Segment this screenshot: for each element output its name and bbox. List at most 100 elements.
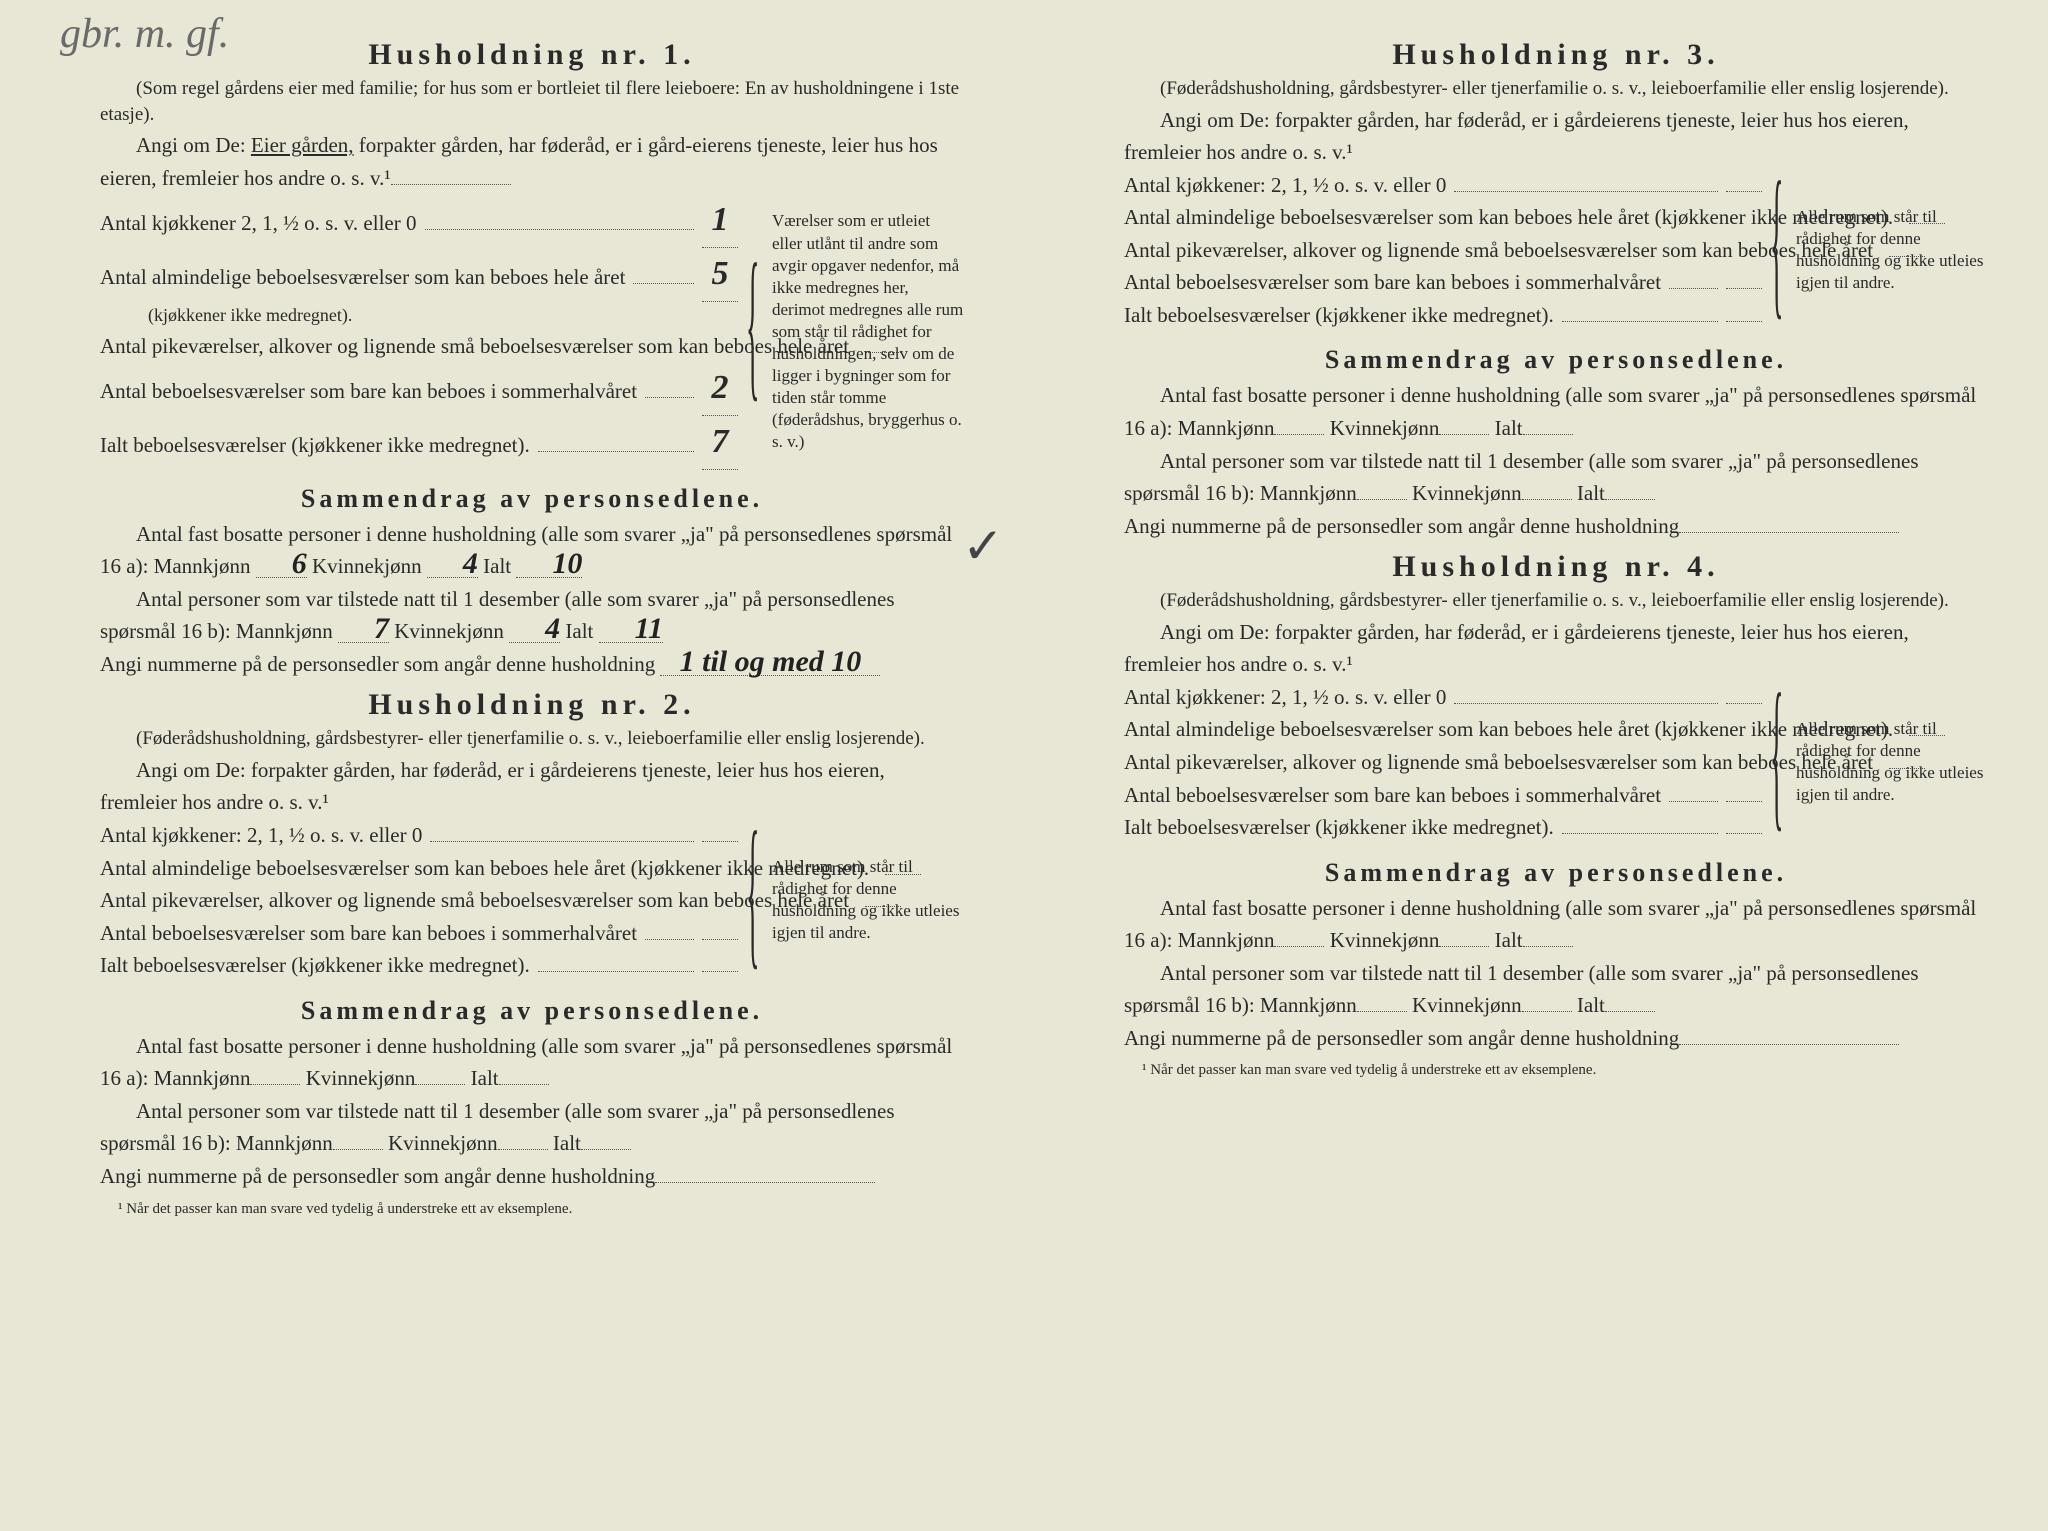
angi-prefix: Angi om De: [136,133,246,157]
ialt-label: Ialt [471,1066,499,1090]
h3-p3-text: Angi nummerne på de personsedler som ang… [1124,514,1679,538]
ialt-label: Ialt [1577,993,1605,1017]
h1-angi: Angi om De: Eier gården, forpakter gårde… [100,129,964,194]
h1-r4-label: Antal beboelsesværelser som bare kan beb… [100,375,637,408]
h2-note: (Føderådshusholdning, gårdsbestyrer- ell… [100,726,964,752]
ialt-label: Ialt [1495,928,1523,952]
kv-label: Kvinnekjønn [312,554,422,578]
h4-p2: Antal personer som var tilstede natt til… [1124,957,1988,1022]
h3-rooms-block: Antal kjøkkener: 2, 1, ½ o. s. v. eller … [1124,169,1988,332]
kv-label: Kvinnekjønn [306,1066,416,1090]
ialt-label: Ialt [1577,481,1605,505]
h2-rooms-block: Antal kjøkkener: 2, 1, ½ o. s. v. eller … [100,819,964,982]
h4-r4-value [1726,801,1762,802]
h4-rooms-block: Antal kjøkkener: 2, 1, ½ o. s. v. eller … [1124,681,1988,844]
h3-r4-value [1726,288,1762,289]
h2-sidenote: Alle rum som står til rådighet for denne… [754,819,964,982]
h2-r3-label: Antal pikeværelser, alkover og lignende … [100,884,849,917]
h4-p3: Angi nummerne på de personsedler som ang… [1124,1022,1988,1055]
check-mark: ✓ [926,508,1004,586]
h4-p1: Antal fast bosatte personer i denne hush… [1124,892,1988,957]
kv-label: Kvinnekjønn [394,619,504,643]
h1-p3: Angi nummerne på de personsedler som ang… [100,648,964,681]
h1-r5-label: Ialt beboelsesværelser (kjøkkener ikke m… [100,429,530,462]
h3-p1: Antal fast bosatte personer i denne hush… [1124,379,1988,444]
h2-sum-title: Sammendrag av personsedlene. [100,996,964,1026]
h4-r1-label: Antal kjøkkener: 2, 1, ½ o. s. v. eller … [1124,681,1446,714]
kv-label: Kvinnekjønn [388,1131,498,1155]
h2-p3-text: Angi nummerne på de personsedler som ang… [100,1164,655,1188]
h2-p3: Angi nummerne på de personsedler som ang… [100,1160,964,1193]
h3-r1-label: Antal kjøkkener: 2, 1, ½ o. s. v. eller … [1124,169,1446,202]
h3-sum-title: Sammendrag av personsedlene. [1124,345,1988,375]
h4-p3-text: Angi nummerne på de personsedler som ang… [1124,1026,1679,1050]
h2-r4-label: Antal beboelsesværelser som bare kan beb… [100,917,637,950]
h3-r1-value [1726,191,1762,192]
h1-title: Husholdning nr. 1. [100,38,964,72]
h1-p2: Antal personer som var tilstede natt til… [100,583,964,648]
h2-angi: Angi om De: forpakter gården, har føderå… [100,754,964,819]
h2-p1: Antal fast bosatte personer i denne hush… [100,1030,964,1095]
h3-r3-label: Antal pikeværelser, alkover og lignende … [1124,234,1873,267]
h3-angi: Angi om De: forpakter gården, har føderå… [1124,104,1988,169]
h3-p3: Angi nummerne på de personsedler som ang… [1124,510,1988,543]
h4-angi: Angi om De: forpakter gården, har føderå… [1124,616,1988,681]
h2-r5-value [702,971,738,972]
h4-r1-value [1726,703,1762,704]
h4-r4-label: Antal beboelsesværelser som bare kan beb… [1124,779,1661,812]
h1-r1-value: 1 [702,194,738,248]
h1-r1-label: Antal kjøkkener 2, 1, ½ o. s. v. eller 0 [100,207,417,240]
h2-r1-value [702,841,738,842]
h1-sum-title: Sammendrag av personsedlene. [100,484,964,514]
h4-r5-label: Ialt beboelsesværelser (kjøkkener ikke m… [1124,811,1554,844]
handwritten-annotation: gbr. m. gf. [60,10,229,58]
kv-label: Kvinnekjønn [1412,993,1522,1017]
h1-p1: Antal fast bosatte personer i denne hush… [100,518,964,583]
h1-p2-m: 7 [338,615,389,643]
ialt-label: Ialt [1495,416,1523,440]
h1-rooms-block: Antal kjøkkener 2, 1, ½ o. s. v. eller 0… [100,194,964,469]
h4-sum-title: Sammendrag av personsedlene. [1124,858,1988,888]
h4-sidenote: Alle rum som står til rådighet for denne… [1778,681,1988,844]
h4-r3-label: Antal pikeværelser, alkover og lignende … [1124,746,1873,779]
footnote-left: ¹ Når det passer kan man svare ved tydel… [100,1201,964,1218]
h1-r3-label: Antal pikeværelser, alkover og lignende … [100,330,849,363]
h3-p1-text: Antal fast bosatte personer i denne hush… [1124,383,1976,440]
h1-p1-i: 10 [516,550,582,578]
ialt-label: Ialt [553,1131,581,1155]
h1-p2-i: 11 [599,615,663,643]
h1-p1-k: 4 [427,550,478,578]
h1-r2-note: (kjøkkener ikke medregnet). [100,302,738,330]
h1-r5-value: 7 [702,416,738,470]
h1-p1-m: 6 [256,550,307,578]
h4-title: Husholdning nr. 4. [1124,550,1988,584]
ialt-label: Ialt [483,554,511,578]
kv-label: Kvinnekjønn [1330,928,1440,952]
h1-r2-label: Antal almindelige beboelsesværelser som … [100,261,625,294]
h4-note: (Føderådshusholdning, gårdsbestyrer- ell… [1124,588,1988,614]
h1-p3-value: 1 til og med 10 [660,648,880,676]
left-page: gbr. m. gf. Husholdning nr. 1. (Som rege… [0,0,1024,1531]
h3-title: Husholdning nr. 3. [1124,38,1988,72]
right-page: Husholdning nr. 3. (Føderådshusholdning,… [1024,0,2048,1531]
h2-r5-label: Ialt beboelsesværelser (kjøkkener ikke m… [100,949,530,982]
h1-note: (Som regel gårdens eier med familie; for… [100,76,964,127]
h2-r1-label: Antal kjøkkener: 2, 1, ½ o. s. v. eller … [100,819,422,852]
h1-sidenote: Værelser som er utleiet eller utlånt til… [754,194,964,469]
h3-r5-label: Ialt beboelsesværelser (kjøkkener ikke m… [1124,299,1554,332]
angi-underlined: Eier gården, [251,133,354,157]
h1-p3-text: Angi nummerne på de personsedler som ang… [100,652,655,676]
h3-p2: Antal personer som var tilstede natt til… [1124,445,1988,510]
h4-p1-text: Antal fast bosatte personer i denne hush… [1124,896,1976,953]
h3-r4-label: Antal beboelsesværelser som bare kan beb… [1124,266,1661,299]
h1-r2-value: 5 [702,248,738,302]
h2-p2: Antal personer som var tilstede natt til… [100,1095,964,1160]
h3-note: (Føderådshusholdning, gårdsbestyrer- ell… [1124,76,1988,102]
h2-title: Husholdning nr. 2. [100,688,964,722]
h3-r5-value [1726,321,1762,322]
kv-label: Kvinnekjønn [1412,481,1522,505]
h1-p2-k: 4 [509,615,560,643]
h2-p1-text: Antal fast bosatte personer i denne hush… [100,1034,952,1091]
h4-r5-value [1726,833,1762,834]
h1-r4-value: 2 [702,362,738,416]
